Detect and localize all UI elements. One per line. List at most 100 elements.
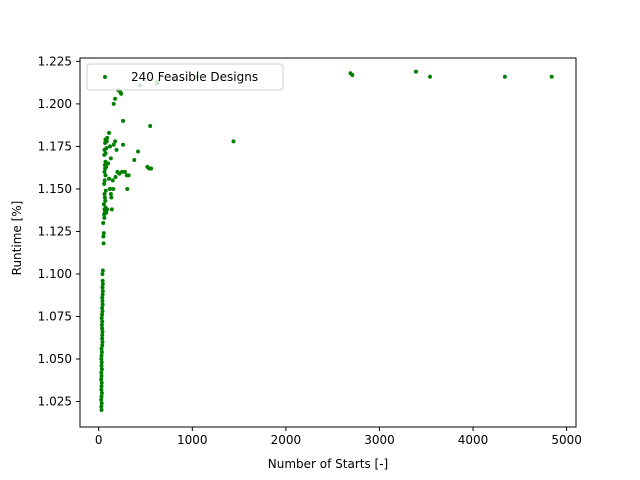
- data-point: [428, 74, 433, 79]
- data-point: [549, 74, 554, 79]
- data-point: [350, 73, 355, 77]
- x-tick-label: 0: [95, 433, 103, 447]
- y-tick-label: 1.150: [38, 182, 72, 196]
- data-point: [99, 373, 104, 378]
- data-point: [106, 161, 111, 166]
- data-point: [100, 292, 105, 297]
- data-point: [99, 370, 104, 375]
- legend-label: 240 Feasible Designs: [131, 70, 258, 84]
- data-point: [103, 188, 108, 193]
- legend: 240 Feasible Designs: [86, 63, 284, 91]
- data-point: [99, 387, 104, 392]
- data-point: [100, 268, 105, 273]
- data-point: [99, 346, 104, 351]
- data-point: [100, 271, 105, 276]
- data-point: [100, 285, 105, 290]
- data-point: [113, 96, 118, 101]
- data-point: [100, 309, 105, 314]
- y-tick-label: 1.075: [38, 309, 72, 323]
- data-point: [100, 339, 105, 344]
- data-point: [102, 163, 107, 168]
- x-tick-label: 2000: [271, 433, 302, 447]
- data-point: [125, 186, 130, 191]
- data-point: [99, 356, 104, 361]
- data-point: [103, 151, 108, 156]
- legend-marker: [103, 75, 107, 79]
- data-point: [104, 210, 109, 215]
- data-point: [99, 404, 104, 409]
- data-point: [99, 353, 104, 358]
- y-tick-label: 1.100: [38, 267, 72, 281]
- legend-box: [86, 63, 284, 91]
- x-tick-label: 1000: [177, 433, 208, 447]
- data-point: [101, 202, 106, 207]
- data-point: [100, 299, 105, 304]
- data-point: [132, 158, 137, 163]
- data-point: [102, 192, 107, 197]
- data-point: [99, 367, 104, 372]
- data-point: [113, 139, 118, 144]
- data-point: [111, 142, 116, 147]
- y-tick-label: 1.225: [38, 54, 72, 68]
- data-point: [99, 360, 104, 365]
- data-point: [107, 130, 112, 135]
- data-point: [100, 326, 105, 331]
- axes-frame: [79, 57, 577, 428]
- data-point: [99, 401, 104, 406]
- data-point: [107, 176, 112, 181]
- data-point: [99, 316, 104, 321]
- data-point: [103, 173, 108, 178]
- x-tick-label: 5000: [551, 433, 582, 447]
- data-point: [120, 169, 125, 174]
- data-point: [147, 166, 152, 171]
- data-point: [99, 408, 104, 412]
- data-point: [101, 234, 106, 239]
- data-point: [99, 350, 104, 355]
- data-point: [107, 186, 112, 191]
- data-point: [100, 312, 105, 317]
- data-point: [100, 329, 105, 334]
- x-tick-label: 4000: [458, 433, 489, 447]
- data-point: [100, 278, 105, 283]
- data-point: [104, 146, 109, 151]
- y-tick-label: 1.125: [38, 224, 72, 238]
- data-point: [100, 343, 105, 348]
- data-point: [99, 394, 104, 399]
- data-point: [102, 181, 107, 186]
- data-point: [107, 144, 112, 149]
- data-point: [136, 149, 141, 154]
- data-point: [109, 195, 114, 200]
- data-point: [100, 336, 105, 341]
- data-point: [109, 207, 114, 212]
- data-point: [99, 322, 104, 327]
- data-point: [105, 135, 110, 140]
- data-point: [99, 390, 104, 395]
- x-axis-label: Number of Starts [-]: [268, 457, 388, 471]
- x-tick-label: 3000: [364, 433, 395, 447]
- data-point: [105, 207, 110, 212]
- data-point: [100, 319, 105, 324]
- axes: 0 1000 2000 3000 4000 5000 1.025 1.050 1.075 1.10…: [38, 54, 582, 447]
- data-point: [113, 175, 118, 180]
- data-point: [413, 69, 418, 74]
- data-point: [118, 90, 123, 95]
- data-point: [148, 124, 153, 129]
- data-point: [121, 142, 126, 147]
- data-point: [122, 169, 127, 174]
- data-point: [110, 178, 115, 183]
- data-point: [100, 295, 105, 300]
- data-point: [100, 302, 105, 307]
- data-point: [108, 156, 113, 161]
- data-point: [101, 241, 106, 246]
- data-point: [100, 288, 105, 293]
- data-point: [502, 74, 507, 79]
- data-point: [101, 220, 106, 225]
- data-point: [99, 397, 104, 402]
- data-point: [111, 101, 116, 106]
- data-point: [103, 198, 108, 203]
- plot-area: [99, 69, 554, 412]
- data-point: [99, 363, 104, 368]
- data-point: [126, 173, 131, 178]
- data-point: [102, 215, 107, 220]
